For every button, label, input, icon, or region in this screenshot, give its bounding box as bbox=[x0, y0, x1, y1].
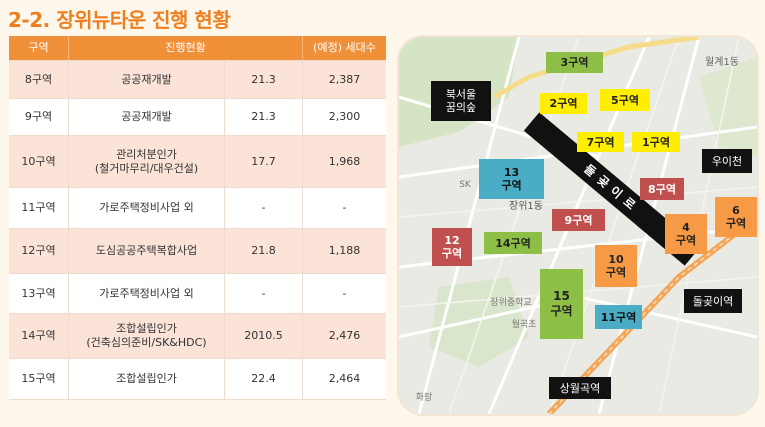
zone-cell: 11구역 bbox=[9, 188, 69, 228]
zone-15-suffix: 구역 bbox=[550, 304, 573, 318]
zone-13-label: 13 구역 bbox=[479, 159, 544, 199]
place-uicheon: 우이천 bbox=[702, 149, 752, 173]
zone-14-label: 14구역 bbox=[484, 232, 542, 254]
date-cell: 17.7 bbox=[225, 136, 303, 187]
zone-15-number: 15 bbox=[553, 289, 570, 303]
zone-8-label: 8구역 bbox=[640, 178, 684, 200]
units-cell: 2,476 bbox=[328, 329, 361, 342]
table-row: 11구역 가로주택정비사업 외 - - bbox=[9, 188, 386, 229]
header-zone: 구역 bbox=[9, 36, 69, 60]
zone-13-number: 13 bbox=[503, 166, 520, 179]
zone-5-label: 5구역 bbox=[600, 89, 650, 111]
page-title: 2-2. 장위뉴타운 진행 현황 bbox=[8, 8, 231, 32]
table-row: 10구역 관리처분인가 (철거마무리/대우건설) 17.7 1,968 bbox=[9, 136, 386, 188]
zone-cell: 13구역 bbox=[9, 274, 69, 313]
progress-table: 구역 진행현황 (예정) 세대수 8구역 공공재개발 21.3 2,387 9구… bbox=[9, 36, 386, 400]
zone-6-label: 6 구역 bbox=[715, 197, 757, 237]
status-line-1: 조합설립인가 bbox=[116, 322, 177, 335]
zone-6-suffix: 구역 bbox=[725, 217, 747, 230]
units-cell: 1,188 bbox=[328, 244, 361, 257]
header-status: 진행현황 bbox=[69, 36, 303, 60]
date-cell: 2010.5 bbox=[225, 314, 303, 358]
table-row: 15구역 조합설립인가 22.4 2,464 bbox=[9, 359, 386, 400]
status-line-2: (철거마무리/대우건설) bbox=[94, 161, 199, 175]
zone-15-label: 15 구역 bbox=[540, 269, 583, 339]
date-cell: - bbox=[225, 188, 303, 228]
zone-cell: 14구역 bbox=[9, 314, 69, 358]
status-cell: 가로주택정비사업 외 bbox=[69, 274, 225, 313]
zone-10-suffix: 구역 bbox=[605, 266, 627, 279]
date-cell: 21.3 bbox=[225, 99, 303, 135]
date-cell: 21.8 bbox=[225, 229, 303, 273]
table-row: 8구역 공공재개발 21.3 2,387 bbox=[9, 61, 386, 99]
zone-4-suffix: 구역 bbox=[675, 234, 697, 247]
zone-4-number: 4 bbox=[682, 221, 690, 234]
table-row: 14구역 조합설립인가 (건축심의준비/SK&HDC) 2010.5 2,476 bbox=[9, 314, 386, 359]
status-cell: 공공재개발 bbox=[69, 99, 225, 135]
place-bukseoul-line-1: 북서울 bbox=[445, 88, 477, 101]
zone-cell: 15구역 bbox=[9, 359, 69, 399]
zone-13-suffix: 구역 bbox=[501, 179, 522, 192]
zone-4-label: 4 구역 bbox=[665, 214, 707, 254]
status-line-1: 관리처분인가 bbox=[116, 147, 177, 161]
status-cell: 공공재개발 bbox=[69, 61, 225, 98]
zone-10-label: 10 구역 bbox=[595, 245, 637, 287]
table-row: 9구역 공공재개발 21.3 2,300 bbox=[9, 99, 386, 136]
zone-2-label: 2구역 bbox=[540, 93, 587, 114]
status-cell: 관리처분인가 (철거마무리/대우건설) bbox=[69, 136, 225, 187]
zone-1-label: 1구역 bbox=[632, 132, 680, 152]
units-cell: 2,300 bbox=[328, 110, 361, 123]
zone-cell: 8구역 bbox=[9, 61, 69, 98]
table-row: 13구역 가로주택정비사업 외 - - bbox=[9, 274, 386, 314]
status-cell: 도심공공주택복합사업 bbox=[69, 229, 225, 273]
units-cell: 1,968 bbox=[328, 154, 361, 168]
header-units: (예정) 세대수 bbox=[313, 41, 376, 54]
place-bukseoul-line-2: 꿈의숲 bbox=[445, 101, 477, 114]
status-line-2: (건축심의준비/SK&HDC) bbox=[86, 336, 207, 349]
status-cell: 가로주택정비사업 외 bbox=[69, 188, 225, 228]
base-label-wolgye: 월계1동 bbox=[705, 56, 739, 68]
base-label-hwarang: 화랑 bbox=[415, 392, 433, 403]
zone-12-label: 12 구역 bbox=[432, 228, 472, 266]
table-row: 12구역 도심공공주택복합사업 21.8 1,188 bbox=[9, 229, 386, 274]
place-sangwolgok-station: 상월곡역 bbox=[549, 377, 611, 399]
date-cell: 21.3 bbox=[225, 61, 303, 98]
units-cell: 2,464 bbox=[328, 372, 361, 385]
base-label-sk: SK bbox=[459, 179, 471, 190]
zone-12-suffix: 구역 bbox=[441, 247, 463, 260]
units-cell: 2,387 bbox=[328, 72, 361, 86]
zone-7-label: 7구역 bbox=[577, 132, 624, 152]
base-label-jangwi-school: 장위중학교 bbox=[490, 297, 532, 308]
date-cell: - bbox=[225, 274, 303, 313]
table-header: 구역 진행현황 (예정) 세대수 bbox=[9, 36, 386, 61]
redevelopment-map: 월계1동 장위1동 SK 화랑 장위중학교 월곡초 돌곶이로 3구역 2구역 5… bbox=[399, 37, 757, 414]
units-cell: - bbox=[342, 286, 347, 300]
base-label-wolgok: 월곡초 bbox=[511, 319, 537, 330]
status-cell: 조합설립인가 bbox=[69, 359, 225, 399]
zone-cell: 12구역 bbox=[9, 229, 69, 273]
zone-3-label: 3구역 bbox=[546, 52, 603, 73]
place-dolgoji-station: 돌곶이역 bbox=[684, 289, 742, 313]
zone-9-label: 9구역 bbox=[552, 209, 605, 231]
zone-12-number: 12 bbox=[444, 234, 460, 247]
base-label-jangwi: 장위1동 bbox=[509, 200, 543, 212]
status-cell: 조합설립인가 (건축심의준비/SK&HDC) bbox=[69, 314, 225, 358]
zone-10-number: 10 bbox=[608, 253, 624, 266]
date-cell: 22.4 bbox=[225, 359, 303, 399]
units-cell: - bbox=[342, 201, 347, 214]
zone-cell: 9구역 bbox=[9, 99, 69, 135]
zone-cell: 10구역 bbox=[9, 136, 69, 187]
place-bukseoul-dream-forest: 북서울 꿈의숲 bbox=[431, 81, 491, 121]
zone-11-label: 11구역 bbox=[595, 305, 642, 329]
zone-6-number: 6 bbox=[732, 204, 740, 217]
